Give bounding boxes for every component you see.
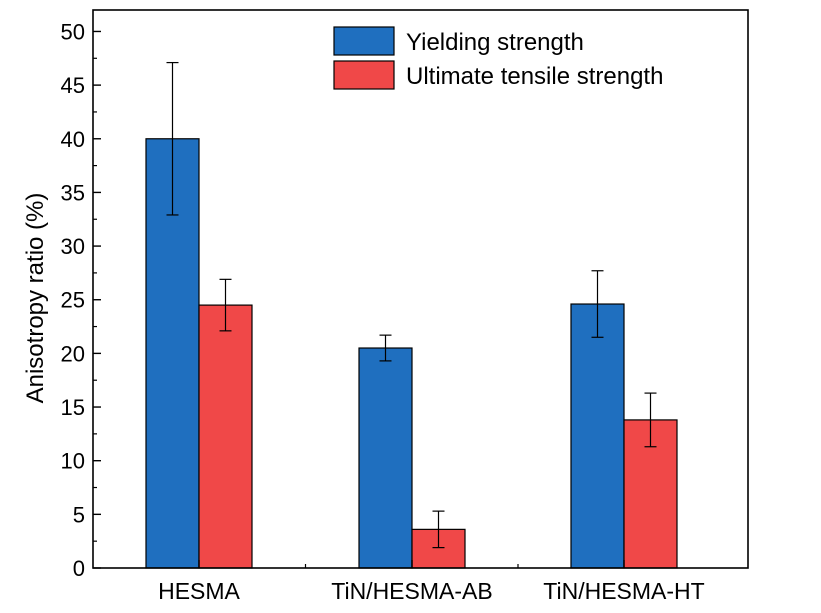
ticks-layer: 0 5 10 15 20 25 30 35 40 45 50 HESMA TiN/HESMA-AB TiN… bbox=[61, 19, 705, 604]
y-tick-label: 5 bbox=[73, 502, 85, 527]
x-category-label: TiN/HESMA-AB bbox=[331, 578, 492, 604]
x-category-label: HESMA bbox=[158, 578, 240, 604]
legend-swatch bbox=[333, 26, 395, 56]
y-tick-label: 0 bbox=[73, 556, 85, 581]
bar-yield-1 bbox=[358, 347, 413, 569]
error-bar-yield-1 bbox=[379, 334, 392, 362]
y-axis-title-group: Anisotropy ratio (%) bbox=[22, 193, 49, 404]
legend-label: Yielding strength bbox=[406, 29, 584, 56]
bars-layer bbox=[145, 138, 678, 569]
y-tick-label: 25 bbox=[61, 288, 85, 313]
error-bar-yield-0 bbox=[166, 61, 179, 216]
y-tick-label: 10 bbox=[61, 449, 85, 474]
legend: Yielding strength Ultimate tensile streng… bbox=[333, 26, 663, 90]
bar-uts-0 bbox=[198, 304, 253, 569]
bar-yield-2 bbox=[570, 303, 625, 569]
y-tick-label: 40 bbox=[61, 127, 85, 152]
y-tick-label: 15 bbox=[61, 395, 85, 420]
axes-layer bbox=[92, 9, 749, 569]
y-tick-label: 20 bbox=[61, 341, 85, 366]
legend-label: Ultimate tensile strength bbox=[406, 63, 663, 90]
error-bar-uts-2 bbox=[644, 392, 657, 448]
error-bar-yield-2 bbox=[591, 270, 604, 338]
legend-swatch bbox=[333, 60, 395, 90]
error-bars-layer bbox=[166, 61, 657, 549]
y-tick-label: 50 bbox=[61, 19, 85, 44]
x-category-label: TiN/HESMA-HT bbox=[543, 578, 704, 604]
error-bar-uts-0 bbox=[219, 278, 232, 332]
legend-item-yield: Yielding strength bbox=[333, 26, 584, 56]
error-bar-uts-1 bbox=[432, 510, 445, 549]
legend-item-uts: Ultimate tensile strength bbox=[333, 60, 663, 90]
plot-frame bbox=[92, 9, 749, 569]
y-tick-label: 30 bbox=[61, 234, 85, 259]
y-axis-title: Anisotropy ratio (%) bbox=[22, 193, 49, 404]
y-tick-label: 35 bbox=[61, 180, 85, 205]
y-tick-label: 45 bbox=[61, 73, 85, 98]
